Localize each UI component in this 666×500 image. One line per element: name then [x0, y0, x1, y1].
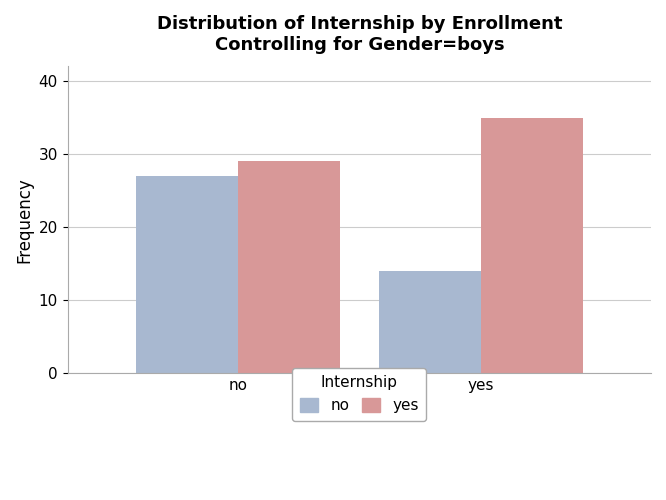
Y-axis label: Frequency: Frequency [15, 177, 33, 263]
Bar [379, 271, 481, 374]
Title: Distribution of Internship by Enrollment
Controlling for Gender=boys: Distribution of Internship by Enrollment… [157, 15, 562, 54]
Bar [481, 118, 583, 374]
Bar [136, 176, 238, 374]
Legend: no, yes: no, yes [292, 368, 426, 421]
Bar [238, 162, 340, 374]
X-axis label: Enrollment: Enrollment [314, 399, 404, 417]
